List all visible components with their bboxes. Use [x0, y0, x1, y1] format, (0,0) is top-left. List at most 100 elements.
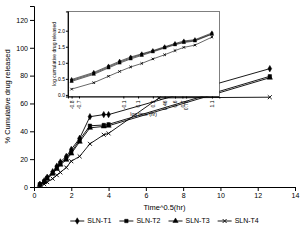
tick-label: 40: [20, 128, 28, 135]
tick: 20: [20, 156, 34, 163]
data-point: [78, 154, 82, 158]
data-point: [70, 79, 73, 82]
tick: 10: [217, 187, 225, 199]
legend-label: SLN-T2: [136, 217, 160, 224]
data-point: [102, 133, 106, 137]
tick-mark: [30, 131, 34, 132]
tick-label: 2: [70, 192, 74, 199]
y-axis-title: % Cumulative drug released: [3, 49, 12, 143]
data-point: [183, 41, 185, 43]
tick-label: 0.75: [183, 100, 189, 110]
tick: 2.0: [58, 28, 68, 34]
data-point: [101, 123, 106, 128]
tick-label: 14: [292, 192, 300, 199]
tick-label: 0: [33, 192, 37, 199]
y-axis: 020406080100120: [16, 7, 34, 191]
data-point: [141, 53, 143, 55]
data-point: [88, 113, 92, 119]
tick: 0.46: [162, 97, 168, 111]
data-point: [163, 45, 165, 49]
tick-label: 10: [217, 192, 225, 199]
tick-mark: [220, 187, 221, 191]
tick-mark: [212, 97, 213, 99]
tick-label: 2.0: [58, 28, 65, 34]
tick-mark: [146, 187, 147, 191]
tick-label: 120: [16, 17, 28, 24]
legend-label: SLN-T3: [186, 217, 210, 224]
tick-mark: [71, 187, 72, 191]
data-point: [174, 41, 176, 45]
tick-label: 6: [144, 192, 148, 199]
legend-symbol: [173, 218, 178, 223]
data-point: [211, 33, 213, 35]
legend-symbol: [75, 218, 79, 224]
legend-symbol: [125, 219, 128, 222]
tick-mark: [153, 97, 154, 99]
tick: 40: [20, 128, 34, 135]
data-point: [38, 181, 42, 187]
tick: -0.1: [121, 97, 127, 110]
data-point: [118, 59, 120, 63]
tick: 0: [24, 184, 34, 191]
axis-domain: [35, 188, 296, 192]
tick-label: 1.5: [58, 44, 65, 50]
data-point: [119, 61, 121, 63]
data-point: [141, 52, 143, 56]
data-point: [38, 184, 42, 187]
tick-label: 1.0: [58, 60, 65, 66]
data-point: [129, 66, 132, 69]
series-line: [72, 33, 212, 80]
data-point: [70, 88, 73, 91]
data-point: [88, 142, 92, 146]
data-point: [211, 31, 213, 35]
data-point: [129, 57, 132, 60]
series-line: [72, 34, 212, 81]
data-point: [163, 46, 166, 49]
legend: SLN-T1SLN-T2SLN-T3SLN-T4: [70, 217, 259, 224]
data-point: [70, 77, 72, 81]
tick: 1.0: [58, 60, 68, 66]
data-point: [45, 180, 49, 184]
inset-background: [68, 11, 219, 96]
tick: 14: [292, 187, 300, 199]
tick-mark: [165, 97, 166, 99]
tick-mark: [30, 103, 34, 104]
tick-label: 20: [20, 156, 28, 163]
series-line: [40, 97, 270, 185]
tick: -0.8: [69, 97, 75, 110]
x-axis-title: log time (hr): [130, 112, 157, 118]
axis-domain: [68, 97, 219, 99]
tick-label: 8: [182, 192, 186, 199]
y-axis-title: log cumulative drug released: [51, 22, 57, 86]
tick-mark: [182, 97, 183, 99]
tick-mark: [66, 47, 68, 48]
plot: 02468101214020406080100120Time^0.5(hr)% …: [3, 7, 299, 225]
tick: 12: [254, 187, 262, 199]
data-point: [267, 75, 272, 80]
inset-chart: -0.8-0.7-0.10.10.30.460.60.70.751.10.00.…: [51, 11, 220, 117]
data-point: [268, 65, 272, 71]
tick: 2: [70, 187, 74, 199]
legend-item: SLN-T3: [169, 217, 210, 224]
legend-item: SLN-T1: [70, 217, 111, 224]
tick-label: 0.3: [150, 100, 156, 107]
tick: 0: [33, 187, 37, 199]
tick-label: 60: [20, 100, 28, 107]
tick-mark: [258, 187, 259, 191]
tick-label: 0: [24, 184, 28, 191]
data-point: [54, 166, 59, 171]
data-point: [93, 70, 95, 74]
main-chart: 02468101214020406080100120Time^0.5(hr)% …: [3, 7, 299, 225]
tick-label: 0.46: [162, 100, 168, 110]
tick: 8: [182, 187, 186, 199]
tick-mark: [123, 97, 124, 99]
chart-container: 02468101214020406080100120Time^0.5(hr)% …: [0, 0, 303, 233]
tick-label: 0.0: [58, 92, 65, 98]
tick-mark: [72, 97, 73, 99]
tick: 0.5: [58, 76, 68, 82]
tick-mark: [66, 63, 68, 64]
tick-mark: [30, 187, 34, 188]
data-point: [71, 79, 73, 81]
data-point: [77, 139, 82, 144]
tick-label: 12: [254, 192, 262, 199]
